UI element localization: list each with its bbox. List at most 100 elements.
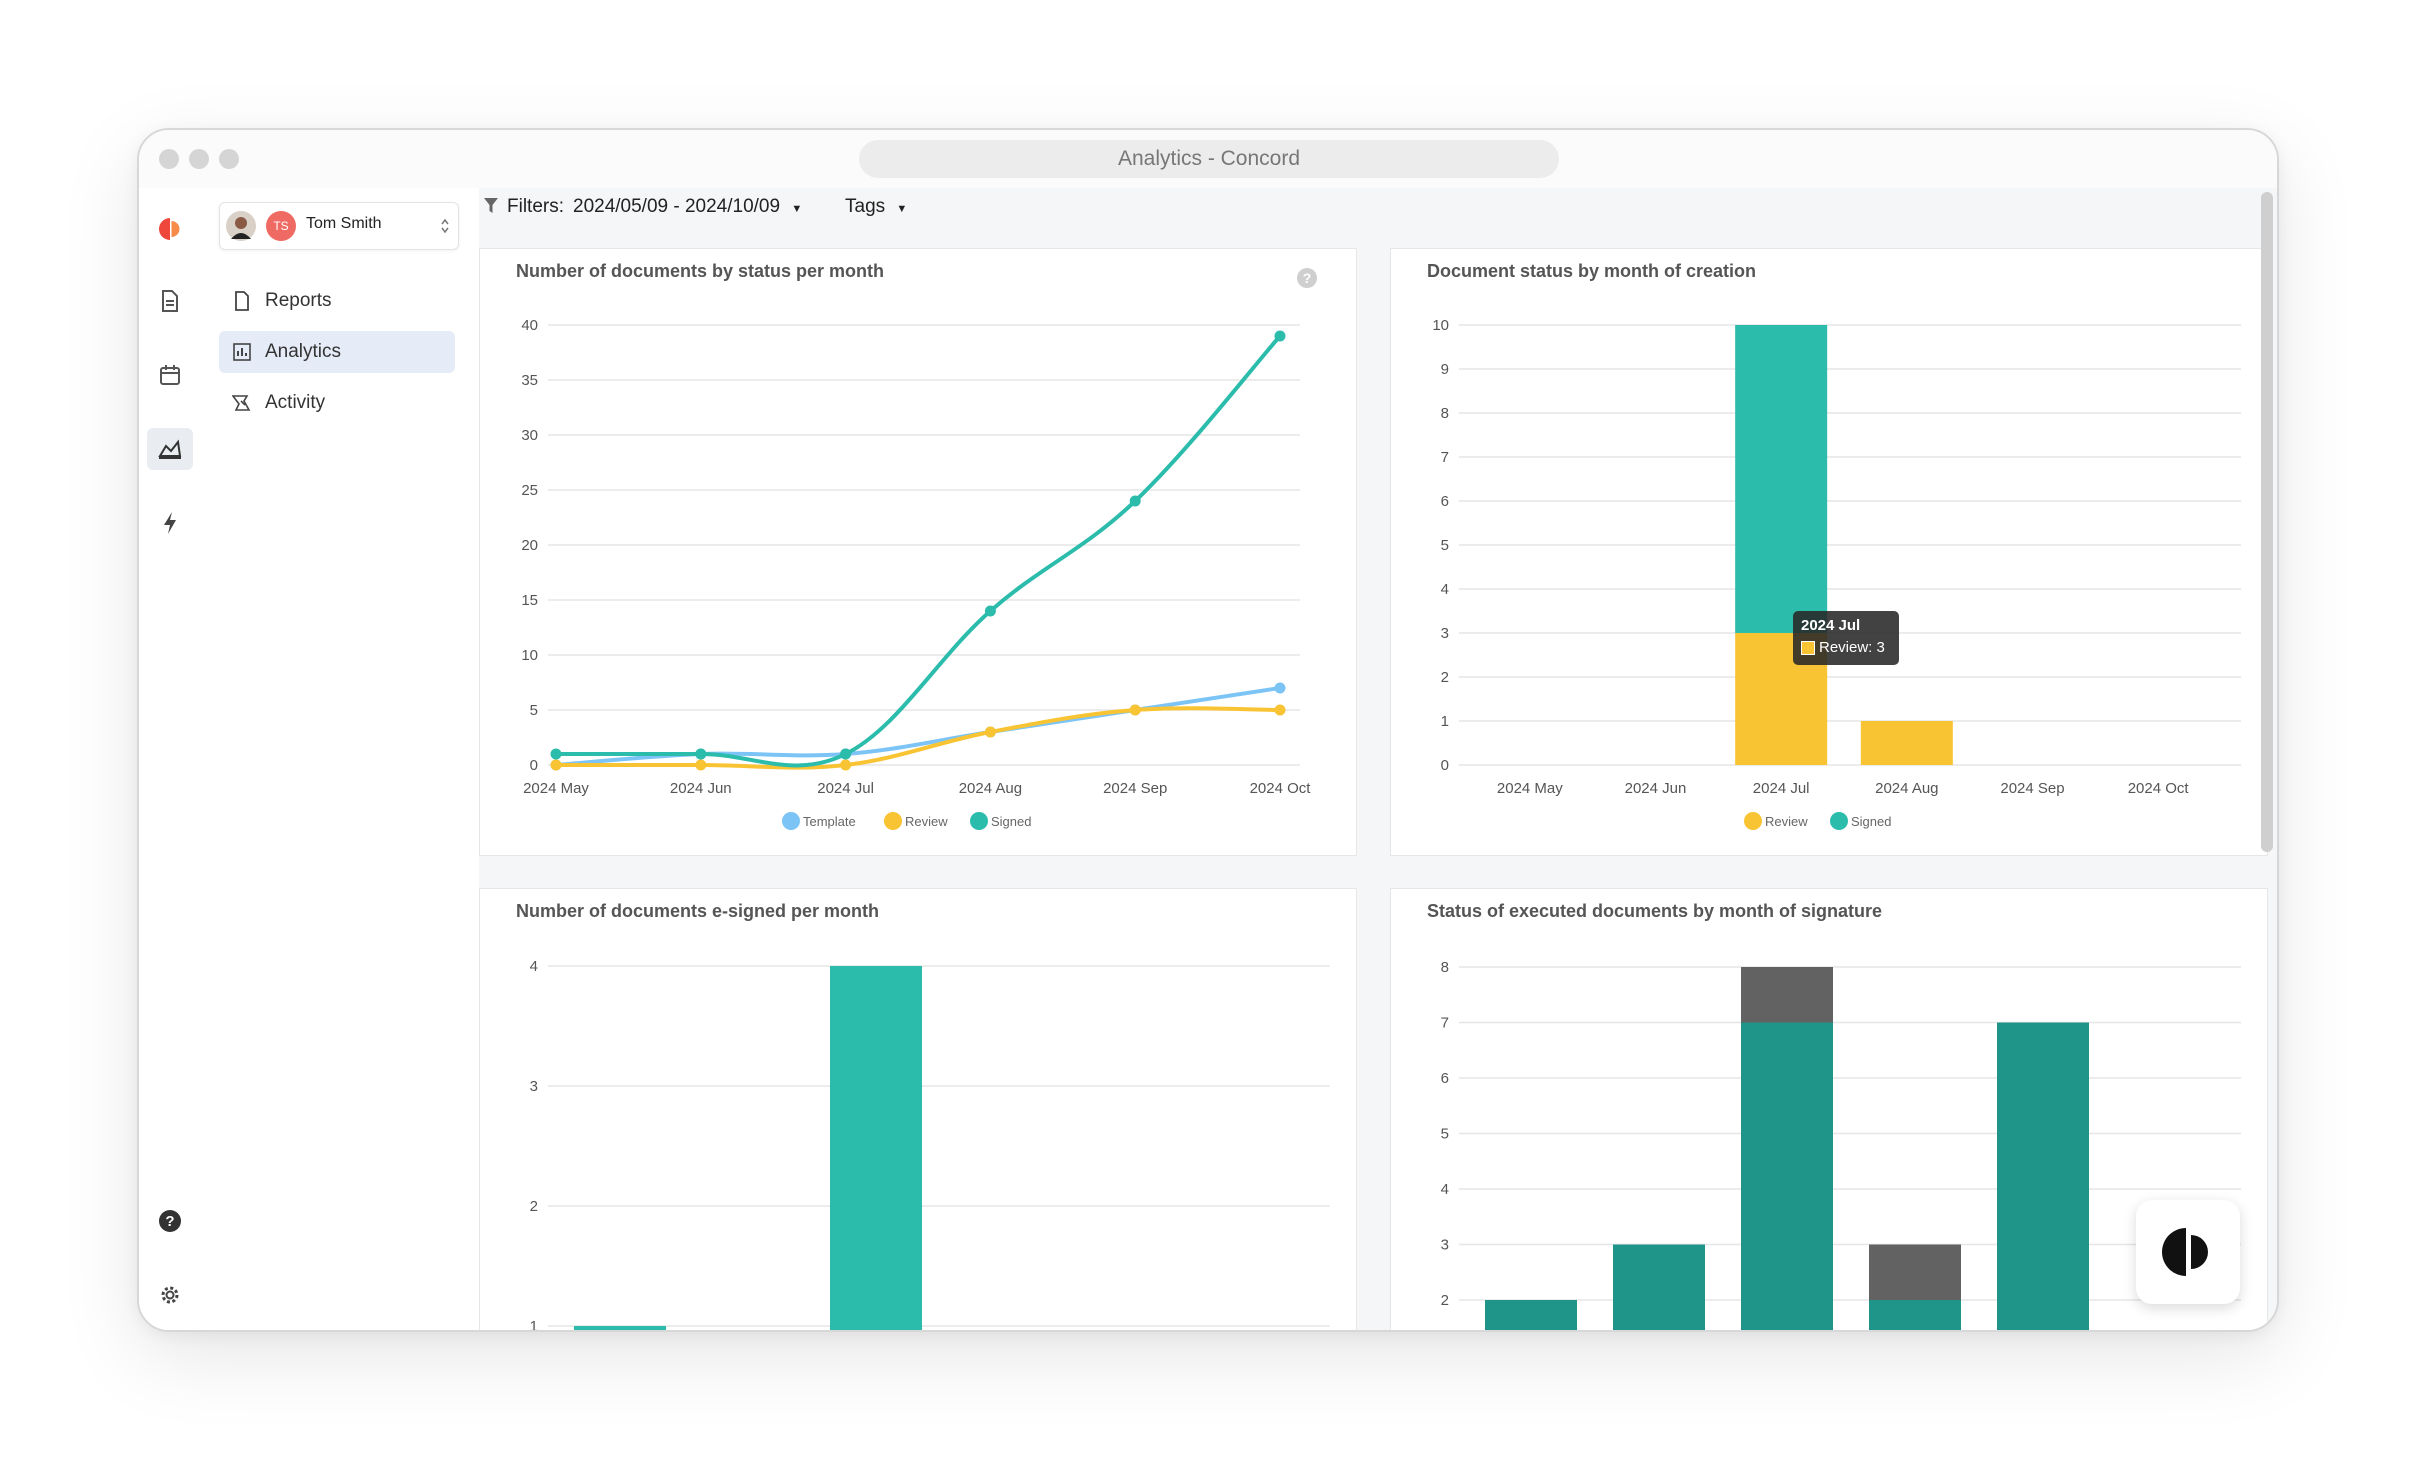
vertical-scrollbar[interactable] bbox=[2261, 192, 2273, 852]
legend-label: Review bbox=[905, 814, 948, 829]
bar-segment bbox=[1735, 325, 1828, 633]
y-tick-label: 2 bbox=[1441, 1292, 1449, 1309]
bar-segment bbox=[1860, 721, 1953, 765]
y-tick-label: 1 bbox=[1441, 713, 1449, 730]
caret-down-icon: ▼ bbox=[896, 203, 908, 215]
app-window: Analytics - Concord ? bbox=[137, 128, 2279, 1332]
minimize-window-button[interactable] bbox=[189, 149, 209, 169]
y-tick-label: 4 bbox=[1441, 581, 1449, 598]
assistant-button[interactable] bbox=[2136, 1200, 2240, 1304]
x-tick-label: 2024 May bbox=[1497, 780, 1563, 797]
x-tick-label: 2024 Jun bbox=[1625, 780, 1687, 797]
gear-icon[interactable] bbox=[147, 1274, 193, 1316]
chart-panel-status-by-creation: Document status by month of creation 0 1 2… bbox=[1390, 248, 2268, 856]
y-tick-label: 5 bbox=[1441, 1126, 1449, 1143]
y-tick-label: 9 bbox=[1441, 361, 1449, 378]
data-point bbox=[695, 759, 707, 771]
icon-rail: ? bbox=[139, 188, 200, 1330]
account-switcher[interactable]: TS Tom Smith bbox=[219, 202, 459, 250]
x-tick-label: 2024 Sep bbox=[1103, 780, 1167, 797]
concord-logo-icon[interactable] bbox=[147, 208, 193, 250]
series-line bbox=[556, 334, 1282, 768]
bar-segment bbox=[1485, 1300, 1577, 1330]
y-tick-label: 8 bbox=[1441, 405, 1449, 422]
y-tick-label: 2 bbox=[530, 1198, 538, 1215]
legend-swatch bbox=[970, 812, 988, 830]
svg-text:?: ? bbox=[165, 1213, 174, 1230]
data-point bbox=[695, 748, 707, 760]
x-tick-label: 2024 Aug bbox=[959, 780, 1022, 797]
legend-swatch bbox=[1744, 812, 1762, 830]
app-body: ? TS Tom Smith Report bbox=[139, 188, 2277, 1330]
chevron-updown-icon bbox=[441, 218, 449, 234]
filter-bar: Filters: 2024/05/09 - 2024/10/09 ▼ Tags … bbox=[479, 188, 2277, 244]
date-range-dropdown[interactable]: 2024/05/09 - 2024/10/09 ▼ bbox=[573, 196, 802, 218]
account-name: Tom Smith bbox=[306, 215, 382, 232]
maximize-window-button[interactable] bbox=[219, 149, 239, 169]
help-icon[interactable]: ? bbox=[147, 1200, 193, 1242]
date-range-value: 2024/05/09 - 2024/10/09 bbox=[573, 196, 781, 217]
bar-segment bbox=[1997, 1022, 2089, 1330]
legend-label: Template bbox=[803, 814, 856, 829]
nav-item-label: Reports bbox=[265, 290, 332, 311]
nav-item-activity[interactable]: Activity bbox=[219, 382, 455, 424]
y-tick-label: 6 bbox=[1441, 1070, 1449, 1087]
legend-swatch bbox=[1830, 812, 1848, 830]
y-tick-label: 20 bbox=[521, 537, 538, 554]
data-point bbox=[1274, 330, 1286, 342]
close-window-button[interactable] bbox=[159, 149, 179, 169]
bar-segment bbox=[1869, 1300, 1961, 1330]
y-tick-label: 3 bbox=[1441, 625, 1449, 642]
y-tick-label: 35 bbox=[521, 372, 538, 389]
y-tick-label: 4 bbox=[530, 958, 538, 975]
chart-title: Number of documents e-signed per month bbox=[516, 901, 880, 921]
y-tick-label: 40 bbox=[521, 317, 538, 334]
bar-segment bbox=[1741, 967, 1833, 1023]
document-icon bbox=[231, 290, 253, 312]
nav-item-reports[interactable]: Reports bbox=[219, 280, 455, 322]
help-icon[interactable]: ? bbox=[1296, 267, 1318, 289]
y-tick-label: 2 bbox=[1441, 669, 1449, 686]
line-chart: 0 5 10 15 20 25 30 35 40 2024 May 2024 Jun 2024 Jul… bbox=[521, 317, 1312, 830]
x-tick-label: 2024 Oct bbox=[1250, 780, 1312, 797]
main-content: Filters: 2024/05/09 - 2024/10/09 ▼ Tags … bbox=[479, 188, 2277, 1330]
tags-dropdown[interactable]: Tags ▼ bbox=[845, 196, 907, 218]
analytics-icon[interactable] bbox=[147, 428, 193, 470]
chart-title: Status of executed documents by month of… bbox=[1427, 901, 1883, 921]
bolt-icon[interactable] bbox=[147, 502, 193, 544]
chart-tooltip: 2024 Jul Review: 3 bbox=[1793, 611, 1899, 665]
svg-text:?: ? bbox=[1303, 270, 1312, 286]
x-tick-label: 2024 May bbox=[523, 780, 589, 797]
chart-title: Number of documents by status per month bbox=[516, 261, 885, 281]
tooltip-title: 2024 Jul bbox=[1801, 617, 1861, 634]
chart-panel-status-per-month: Number of documents by status per month … bbox=[479, 248, 1357, 856]
legend-label: Signed bbox=[1851, 814, 1891, 829]
x-tick-label: 2024 Jul bbox=[1753, 780, 1810, 797]
data-point bbox=[1129, 704, 1141, 716]
legend-label: Signed bbox=[991, 814, 1031, 829]
tooltip-text: Review: 3 bbox=[1819, 639, 1885, 656]
data-point bbox=[984, 726, 996, 738]
series-line bbox=[555, 706, 1281, 770]
document-icon[interactable] bbox=[147, 280, 193, 322]
y-tick-label: 7 bbox=[1441, 449, 1449, 466]
x-tick-label: 2024 Sep bbox=[2000, 780, 2064, 797]
title-bar: Analytics - Concord bbox=[139, 130, 2277, 188]
tags-label: Tags bbox=[845, 196, 886, 217]
y-tick-label: 0 bbox=[530, 757, 538, 774]
calendar-icon[interactable] bbox=[147, 354, 193, 396]
tooltip-swatch bbox=[1801, 641, 1815, 655]
y-tick-label: 5 bbox=[1441, 537, 1449, 554]
avatar: TS bbox=[266, 211, 296, 241]
nav-item-analytics[interactable]: Analytics bbox=[219, 331, 455, 373]
y-tick-label: 10 bbox=[521, 647, 538, 664]
bar bbox=[574, 1326, 666, 1330]
bar-segment bbox=[1613, 1244, 1705, 1330]
caret-down-icon: ▼ bbox=[791, 203, 803, 215]
stacked-bar-chart: 2 3 4 5 6 7 8 bbox=[1441, 959, 2241, 1330]
y-tick-label: 7 bbox=[1441, 1015, 1449, 1032]
data-point bbox=[550, 748, 562, 760]
y-tick-label: 1 bbox=[530, 1318, 538, 1332]
y-tick-label: 4 bbox=[1441, 1181, 1449, 1198]
